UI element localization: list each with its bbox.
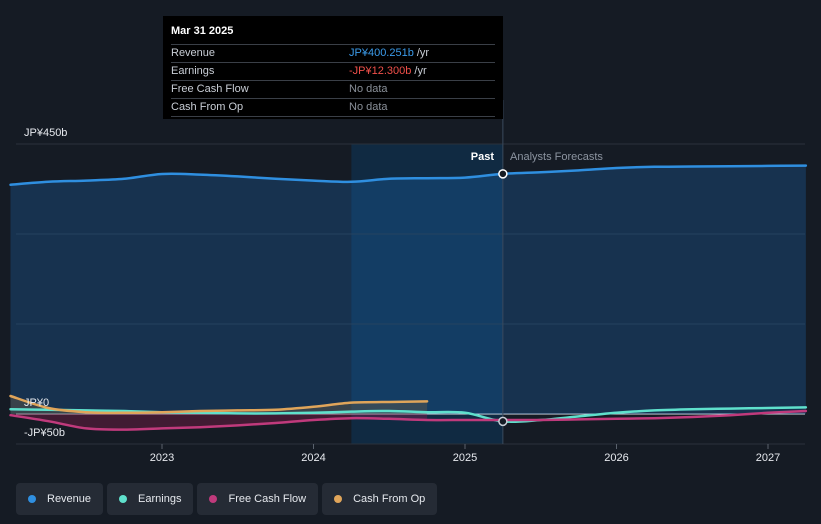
y-label-top: JP¥450b	[24, 127, 67, 139]
tooltip-value: JP¥400.251b	[349, 47, 414, 59]
x-tick-label: 2023	[150, 452, 174, 464]
tooltip-row-earnings: Earnings -JP¥12.300b /yr	[171, 62, 495, 80]
tooltip-row-revenue: Revenue JP¥400.251b /yr	[171, 44, 495, 62]
forecast-label: Analysts Forecasts	[510, 151, 603, 163]
tooltip-value: -JP¥12.300b	[349, 65, 412, 77]
legend-dot-icon	[209, 495, 218, 503]
legend-item-free-cash-flow[interactable]: Free Cash Flow	[197, 483, 319, 515]
legend-dot-icon	[119, 495, 128, 503]
series-areas	[10, 165, 806, 430]
tooltip-label: Revenue	[171, 47, 216, 59]
legend-dot-icon	[28, 495, 36, 503]
tooltip-unit: /yr	[416, 47, 430, 59]
tooltip-unit: /yr	[414, 65, 427, 77]
tooltip-label: Cash From Op	[171, 101, 244, 113]
past-highlight	[351, 144, 503, 444]
area-cash-from-op	[10, 396, 428, 414]
legend-label: Revenue	[47, 493, 92, 505]
legend: Revenue Earnings Free Cash Flow Cash Fro…	[16, 483, 438, 515]
x-tick-label: 2024	[301, 452, 325, 464]
legend-label: Cash From Op	[353, 493, 426, 505]
area-free-cash-flow	[10, 414, 428, 430]
y-label-bottom: -JP¥50b	[24, 427, 65, 439]
x-axis-ticks: 2023 2024 2025 2026 2027	[150, 444, 780, 464]
tooltip-row-fcf: Free Cash Flow No data	[171, 80, 495, 98]
legend-item-cash-from-op[interactable]: Cash From Op	[322, 483, 438, 515]
area-revenue	[10, 165, 806, 414]
line-revenue	[9, 164, 808, 187]
x-tick-label: 2026	[604, 452, 628, 464]
tooltip-label: Earnings	[171, 65, 215, 77]
tooltip-row-cfo: Cash From Op No data	[171, 98, 495, 117]
tooltip-label: Free Cash Flow	[171, 83, 249, 95]
x-tick-label: 2027	[756, 452, 780, 464]
series-lines	[9, 164, 808, 431]
legend-item-earnings[interactable]: Earnings	[107, 483, 194, 515]
marker-revenue	[498, 169, 508, 179]
tooltip-date: Mar 31 2025	[171, 25, 234, 37]
marker-earnings	[498, 416, 508, 427]
x-tick-label: 2025	[453, 452, 477, 464]
tooltip: Mar 31 2025 Revenue JP¥400.251b /yr Earn…	[163, 16, 503, 119]
line-free-cash-flow	[9, 409, 808, 431]
legend-label: Free Cash Flow	[228, 493, 307, 505]
series-markers	[498, 169, 508, 427]
legend-label: Earnings	[138, 493, 182, 505]
past-label: Past	[471, 151, 495, 163]
gridlines	[16, 143, 805, 445]
legend-item-revenue[interactable]: Revenue	[16, 483, 104, 515]
legend-dot-icon	[334, 495, 343, 503]
tooltip-value: No data	[349, 83, 388, 95]
y-label-zero: JP¥0	[24, 397, 49, 409]
line-cash-from-op	[9, 394, 429, 415]
tooltip-value: No data	[349, 101, 388, 113]
